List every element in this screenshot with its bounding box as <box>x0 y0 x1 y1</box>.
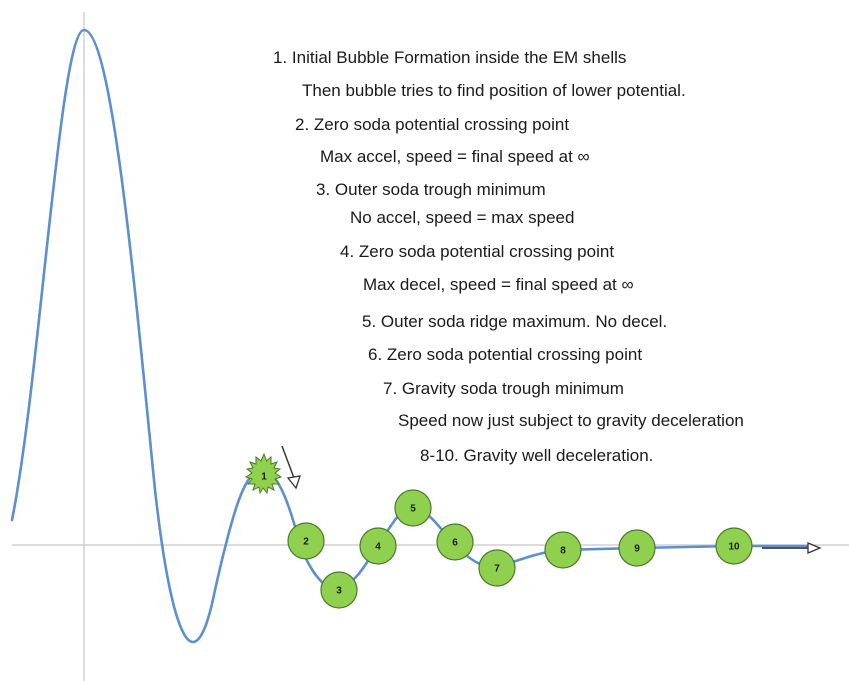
note-line: 3. Outer soda trough minimum <box>316 180 546 199</box>
marker-1: 1 <box>261 472 267 483</box>
note-line: Max decel, speed = final speed at ∞ <box>363 275 634 294</box>
arrow-right-icon <box>762 542 822 554</box>
note-line: Then bubble tries to find position of lo… <box>302 81 686 100</box>
markers-layer: 1 2 3 4 5 6 7 8 9 10 <box>261 472 753 609</box>
marker-5: 5 <box>394 489 432 527</box>
marker-label: 8 <box>560 546 566 557</box>
marker-label: 9 <box>634 544 640 555</box>
note-line: Max accel, speed = final speed at ∞ <box>320 147 590 166</box>
note-line: 7. Gravity soda trough minimum <box>383 379 624 398</box>
bubble-starburst <box>244 452 283 495</box>
marker-circle <box>544 531 582 569</box>
marker-label: 6 <box>452 538 458 549</box>
marker-label: 1 <box>261 472 267 483</box>
marker-circle <box>287 522 325 560</box>
marker-4: 4 <box>359 527 397 565</box>
note-line: 8-10. Gravity well deceleration. <box>420 446 653 465</box>
marker-7: 7 <box>478 549 516 587</box>
pointer-arrow-icon <box>281 445 301 490</box>
marker-circle <box>394 489 432 527</box>
note-line: 6. Zero soda potential crossing point <box>368 345 642 364</box>
note-line: No accel, speed = max speed <box>350 208 574 227</box>
marker-circle <box>359 527 397 565</box>
marker-2: 2 <box>287 522 325 560</box>
note-line: 1. Initial Bubble Formation inside the E… <box>273 48 626 67</box>
notes-layer: 1. Initial Bubble Formation inside the E… <box>273 48 744 465</box>
marker-label: 2 <box>303 537 309 548</box>
marker-label: 4 <box>375 542 381 553</box>
note-line: Speed now just subject to gravity decele… <box>398 411 744 430</box>
marker-10: 10 <box>715 527 753 565</box>
marker-label: 3 <box>336 586 342 597</box>
marker-circle <box>478 549 516 587</box>
marker-label: 5 <box>410 504 416 515</box>
note-line: 5. Outer soda ridge maximum. No decel. <box>362 312 667 331</box>
marker-circle <box>436 523 474 561</box>
marker-label: 10 <box>728 542 740 553</box>
marker-8: 8 <box>544 531 582 569</box>
note-line: 4. Zero soda potential crossing point <box>340 242 614 261</box>
marker-label: 7 <box>494 564 500 575</box>
note-line: 2. Zero soda potential crossing point <box>295 115 569 134</box>
marker-circle <box>715 527 753 565</box>
marker-circle <box>320 571 358 609</box>
marker-9: 9 <box>618 529 656 567</box>
marker-3: 3 <box>320 571 358 609</box>
marker-circle <box>618 529 656 567</box>
marker-6: 6 <box>436 523 474 561</box>
